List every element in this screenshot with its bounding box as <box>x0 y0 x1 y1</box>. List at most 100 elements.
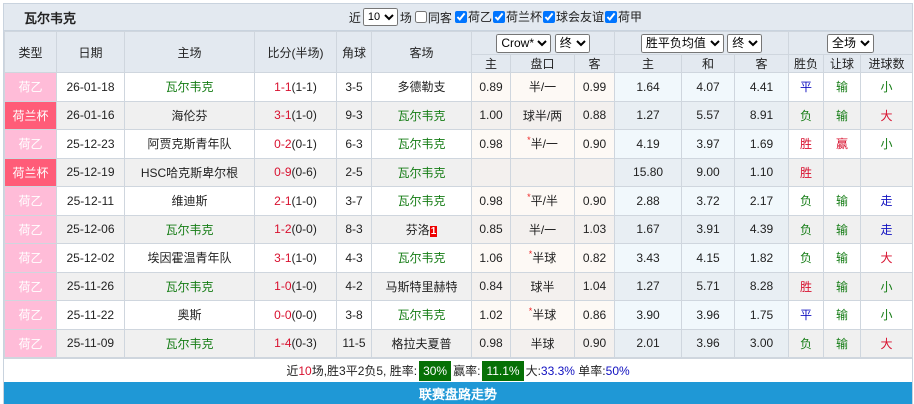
home-team[interactable]: 海伦芬 <box>124 100 255 130</box>
away-team-name: 瓦尔韦克 <box>397 251 446 266</box>
corners: 6-3 <box>336 129 372 159</box>
match-date: 25-12-02 <box>56 243 125 273</box>
col-ah-away: 客 <box>573 54 616 73</box>
odds-draw: 3.91 <box>681 214 736 244</box>
league-filter-input[interactable] <box>454 10 467 23</box>
league-filter-checkbox[interactable]: 荷兰杯 <box>492 8 542 25</box>
away-team[interactable]: 瓦尔韦克 <box>371 186 472 216</box>
league-type[interactable]: 荷乙 <box>4 129 57 159</box>
league-type[interactable]: 荷兰杯 <box>4 100 57 130</box>
odds-type-select[interactable]: 胜平负均值 <box>640 33 724 53</box>
match-row: 荷兰杯 25-12-19 HSC哈克斯卑尔根 0-9(0-6) 2-5 瓦尔韦克 15.80… <box>4 157 914 187</box>
ah-away-odds: 0.88 <box>573 100 616 130</box>
result-wl: 负 <box>788 243 825 273</box>
summary-text: 场,胜3平2负5, 胜率: <box>311 364 418 378</box>
result-wl: 负 <box>788 186 825 216</box>
full-score: 2-1 <box>274 193 292 208</box>
away-team[interactable]: 芬洛1 <box>371 214 472 244</box>
away-team[interactable]: 瓦尔韦克 <box>371 100 472 130</box>
home-team[interactable]: 埃因霍温青年队 <box>124 243 255 273</box>
score: 1-2(0-0) <box>254 214 337 244</box>
odds-draw: 3.97 <box>681 129 736 159</box>
away-team[interactable]: 多德勒支 <box>371 72 472 102</box>
league-filter-checkbox[interactable]: 荷乙 <box>454 8 492 25</box>
away-team-name: 多德勒支 <box>397 80 446 95</box>
league-type[interactable]: 荷乙 <box>4 271 57 301</box>
league-filter-input[interactable] <box>492 10 505 23</box>
odds-away: 1.10 <box>734 157 790 187</box>
ah-home-odds: 0.98 <box>471 328 511 358</box>
league-trend-bar[interactable]: 联赛盘路走势 <box>4 382 912 404</box>
odds-home: 3.43 <box>614 243 683 273</box>
full-score: 0-2 <box>274 136 292 151</box>
ah-line: *半球 <box>510 300 575 330</box>
result-goals: 大 <box>860 243 914 273</box>
away-team[interactable]: 瓦尔韦克 <box>371 243 472 273</box>
away-team[interactable]: 瓦尔韦克 <box>371 300 472 330</box>
ah-home-odds: 1.02 <box>471 300 511 330</box>
odds-home: 2.88 <box>614 186 683 216</box>
home-team[interactable]: 瓦尔韦克 <box>124 214 255 244</box>
league-type[interactable]: 荷乙 <box>4 300 57 330</box>
league-filter-checkbox[interactable]: 球会友谊 <box>542 8 604 25</box>
star-icon: * <box>527 135 531 146</box>
recent-count-select[interactable]: 10 <box>362 8 398 26</box>
half-score: (1-0) <box>291 193 317 208</box>
ah-away-odds: 1.04 <box>573 271 616 301</box>
league-type[interactable]: 荷乙 <box>4 214 57 244</box>
odds-away: 4.41 <box>734 72 790 102</box>
result-handicap: 输 <box>823 300 862 330</box>
star-icon: * <box>528 249 533 260</box>
league-type[interactable]: 荷乙 <box>4 186 57 216</box>
result-wl: 胜 <box>788 157 825 187</box>
league-type[interactable]: 荷乙 <box>4 72 57 102</box>
odds-home: 1.27 <box>614 271 683 301</box>
handicap-stage-select[interactable]: 终 <box>554 33 590 53</box>
away-team[interactable]: 瓦尔韦克 <box>371 157 472 187</box>
odds-draw: 3.72 <box>681 186 736 216</box>
odds-home: 1.64 <box>614 72 683 102</box>
same-away-input[interactable] <box>414 11 427 23</box>
match-date: 25-12-19 <box>56 157 125 187</box>
ah-away-odds: 0.86 <box>573 300 616 330</box>
result-wl: 负 <box>788 328 825 358</box>
home-team[interactable]: 奥斯 <box>124 300 255 330</box>
corners: 11-5 <box>336 328 372 358</box>
half-score: (0-0) <box>291 307 317 322</box>
summary-text: 赢率: <box>453 364 481 378</box>
odds-home: 4.19 <box>614 129 683 159</box>
scope-select[interactable]: 全场 <box>827 33 875 53</box>
home-team[interactable]: 瓦尔韦克 <box>124 328 255 358</box>
bookmaker-select[interactable]: Crow* <box>496 33 552 53</box>
same-away-checkbox[interactable]: 同客 <box>414 9 452 26</box>
result-goals: 小 <box>860 300 914 330</box>
star-icon: * <box>528 306 533 317</box>
home-team[interactable]: 维迪斯 <box>124 186 255 216</box>
league-filter-input[interactable] <box>604 10 617 23</box>
league-type[interactable]: 荷乙 <box>4 243 57 273</box>
summary-text: 大: <box>525 364 541 378</box>
odds-away: 3.00 <box>734 328 790 358</box>
league-type[interactable]: 荷乙 <box>4 328 57 358</box>
match-row: 荷乙 25-12-06 瓦尔韦克 1-2(0-0) 8-3 芬洛1 0.85 半/一 1.03 1… <box>4 214 914 244</box>
away-team[interactable]: 瓦尔韦克 <box>371 129 472 159</box>
ah-away-odds: 0.99 <box>573 72 616 102</box>
away-team[interactable]: 马斯特里赫特 <box>371 271 472 301</box>
league-type[interactable]: 荷兰杯 <box>4 157 57 187</box>
league-filter-checkbox[interactable]: 荷甲 <box>604 8 642 25</box>
corners: 3-5 <box>336 72 372 102</box>
ah-home-odds: 0.98 <box>471 129 511 159</box>
odds-header: 胜平负均值 终 <box>614 31 790 55</box>
league-filter-label: 球会友谊 <box>555 10 604 25</box>
home-team[interactable]: HSC哈克斯卑尔根 <box>124 157 255 187</box>
home-team[interactable]: 瓦尔韦克 <box>124 271 255 301</box>
home-team[interactable]: 瓦尔韦克 <box>124 72 255 102</box>
home-team[interactable]: 阿贾克斯青年队 <box>124 129 255 159</box>
ah-line <box>510 157 575 187</box>
odds-stage-select[interactable]: 终 <box>727 33 763 53</box>
league-filter-input[interactable] <box>542 10 555 23</box>
odds-home: 1.67 <box>614 214 683 244</box>
away-team[interactable]: 格拉夫夏普 <box>371 328 472 358</box>
ah-away-odds: 1.03 <box>573 214 616 244</box>
away-team-name: 马斯特里赫特 <box>385 279 458 294</box>
